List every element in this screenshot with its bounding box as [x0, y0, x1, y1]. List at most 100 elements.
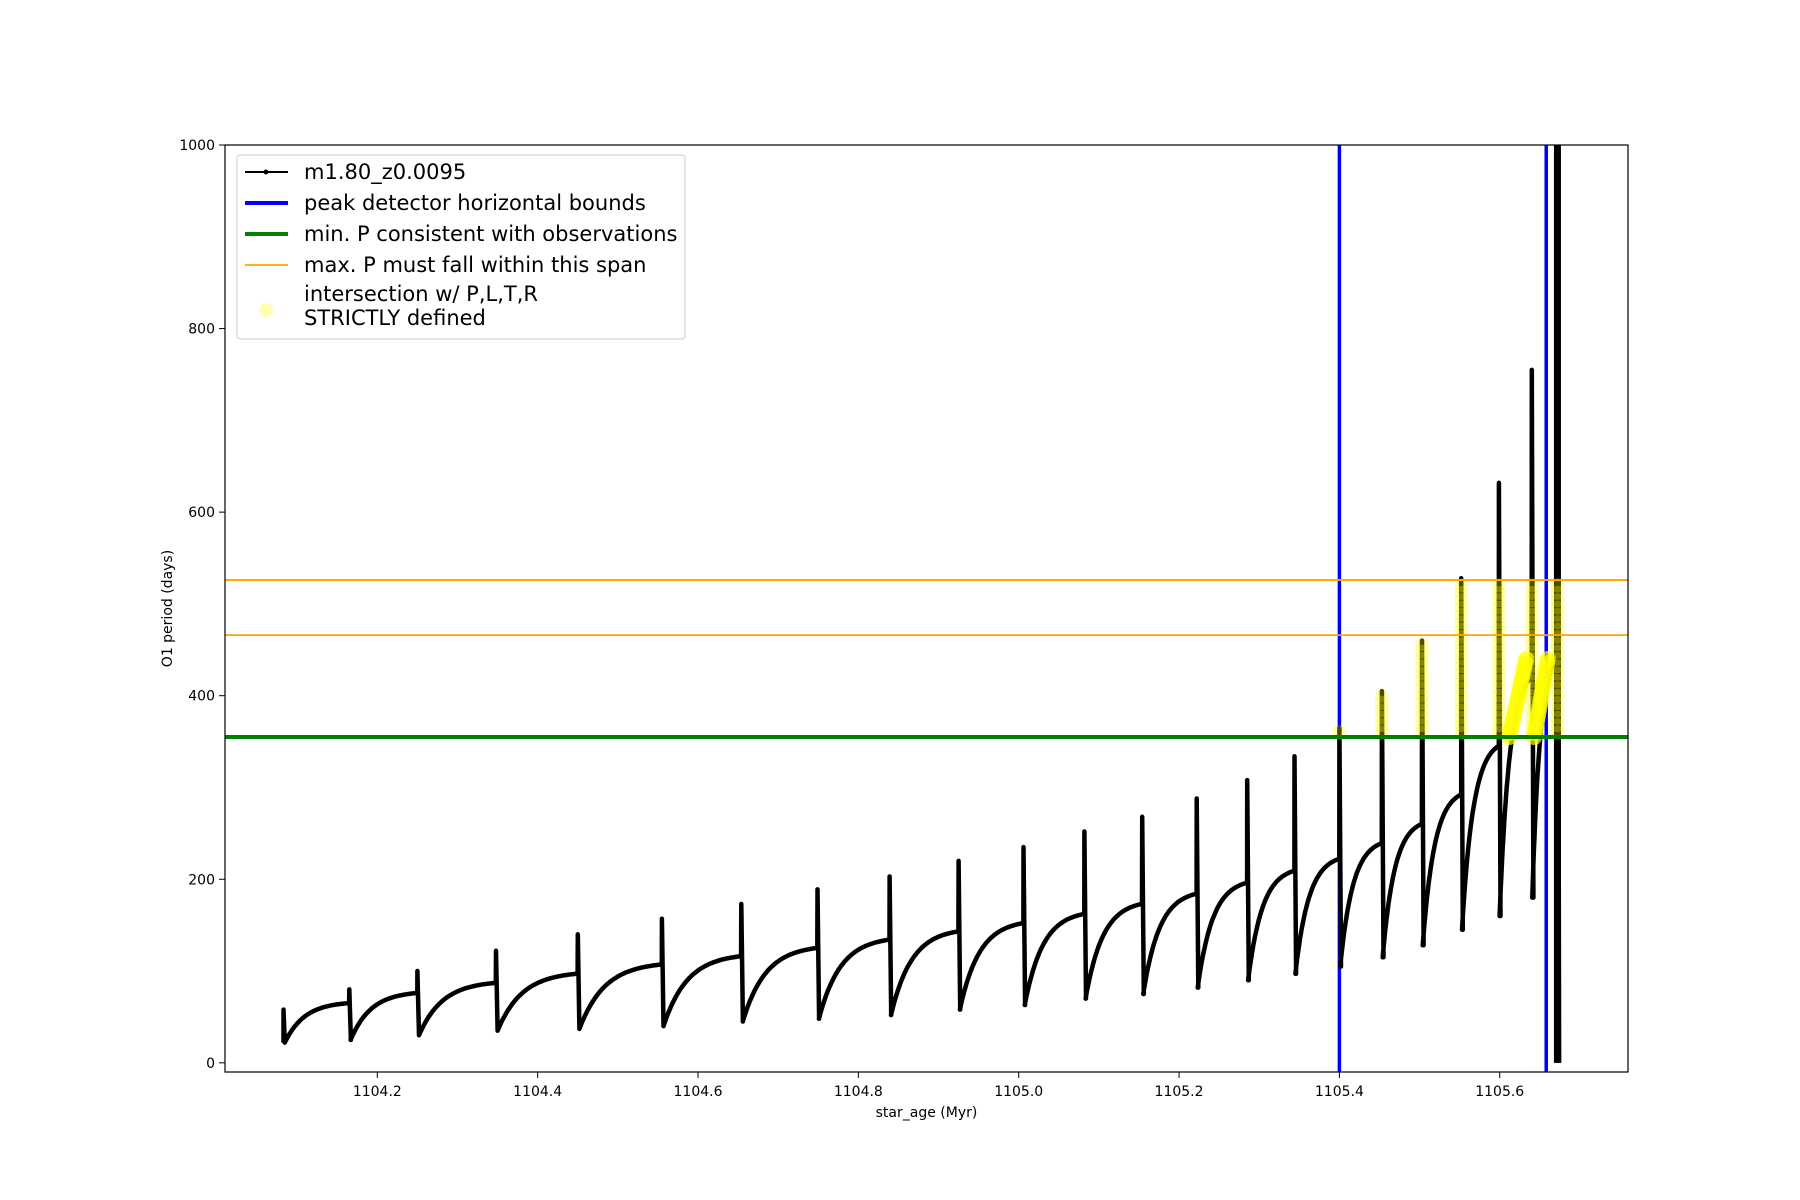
y-tick-label: 1000 — [179, 138, 215, 154]
intersection-marker — [1550, 674, 1565, 689]
plot-frame — [224, 144, 1629, 1073]
x-tick-label: 1104.6 — [674, 1084, 723, 1100]
intersection-marker — [1491, 696, 1506, 711]
y-tick-label: 800 — [188, 322, 215, 338]
legend-box — [236, 154, 686, 340]
y-tick-label: 200 — [188, 872, 215, 888]
intersection-marker — [1414, 710, 1429, 725]
intersection-marker — [1539, 650, 1556, 667]
intersection-marker — [1550, 696, 1565, 711]
intersection-marker — [1414, 674, 1429, 689]
legend-label-line2: STRICTLY defined — [304, 306, 486, 330]
intersection-marker — [1524, 578, 1539, 593]
intersection-marker — [1454, 644, 1469, 659]
plot-area — [225, 145, 1628, 1072]
series-line — [281, 145, 1562, 1063]
legend-label: min. P consistent with observations — [304, 222, 677, 246]
intersection-marker — [1454, 718, 1469, 733]
intersection-marker — [1414, 651, 1429, 666]
intersection-marker — [1550, 681, 1565, 696]
intersection-marker — [1491, 629, 1506, 644]
intersection-marker — [1414, 666, 1429, 681]
legend-label: intersection w/ P,L,T,R — [304, 282, 538, 306]
intersection-marker — [1491, 703, 1506, 718]
intersection-marker — [1414, 681, 1429, 696]
intersection-marker — [1454, 585, 1469, 600]
intersection-marker — [1550, 629, 1565, 644]
intersection-marker — [1491, 607, 1506, 622]
legend-item: max. P must fall within this span — [245, 253, 646, 277]
intersection-marker — [1454, 578, 1469, 593]
intersection-marker — [1454, 666, 1469, 681]
y-tick-label: 0 — [206, 1056, 215, 1072]
intersection-marker — [1550, 710, 1565, 725]
x-tick-label: 1105.2 — [1155, 1084, 1204, 1100]
intersection-marker — [1454, 600, 1469, 615]
intersection-marker — [1374, 710, 1389, 725]
legend-item: min. P consistent with observations — [245, 222, 677, 246]
intersection-marker — [1491, 651, 1506, 666]
intersection-marker — [1550, 718, 1565, 733]
intersection-marker — [1414, 637, 1429, 652]
intersection-marker — [1550, 637, 1565, 652]
intersection-marker — [1491, 622, 1506, 637]
intersection-marker — [1454, 637, 1469, 652]
intersection-marker — [1491, 637, 1506, 652]
legend-label: m1.80_z0.0095 — [304, 160, 466, 185]
intersection-marker — [1524, 637, 1539, 652]
intersection-marker — [1524, 629, 1539, 644]
intersection-marker — [1524, 622, 1539, 637]
intersection-marker — [1374, 703, 1389, 718]
legend-label: max. P must fall within this span — [304, 253, 646, 277]
intersection-markers — [1332, 578, 1565, 745]
intersection-marker — [1454, 629, 1469, 644]
intersection-marker — [1491, 615, 1506, 630]
y-axis: 0 200 400 600 800 1000 — [179, 138, 225, 1072]
legend-label: peak detector horizontal bounds — [304, 191, 646, 215]
intersection-marker — [1454, 696, 1469, 711]
intersection-marker — [1550, 615, 1565, 630]
intersection-marker — [1491, 585, 1506, 600]
legend-item: m1.80_z0.0095 — [245, 160, 466, 185]
intersection-marker — [1550, 593, 1565, 608]
legend-item: peak detector horizontal bounds — [245, 191, 646, 215]
intersection-marker — [1491, 710, 1506, 725]
intersection-marker — [1550, 666, 1565, 681]
intersection-marker — [1550, 703, 1565, 718]
intersection-marker — [1454, 703, 1469, 718]
x-axis: 1104.2 1104.4 1104.6 1104.8 1105.0 1105.2 1105… — [353, 1072, 1524, 1100]
intersection-marker — [1524, 607, 1539, 622]
intersection-marker — [1491, 593, 1506, 608]
intersection-marker — [1454, 622, 1469, 637]
intersection-marker — [1550, 622, 1565, 637]
intersection-marker — [1414, 644, 1429, 659]
intersection-marker — [1524, 615, 1539, 630]
intersection-marker — [1454, 681, 1469, 696]
intersection-marker — [1374, 688, 1389, 703]
intersection-marker — [1550, 607, 1565, 622]
intersection-marker — [1491, 600, 1506, 615]
legend-marker — [263, 169, 269, 175]
intersection-marker — [1414, 659, 1429, 674]
x-axis-title: star_age (Myr) — [876, 1105, 978, 1121]
intersection-marker — [1374, 718, 1389, 733]
intersection-marker — [1454, 607, 1469, 622]
x-tick-label: 1104.2 — [353, 1084, 402, 1100]
intersection-marker — [1491, 688, 1506, 703]
y-tick-label: 600 — [188, 505, 215, 521]
intersection-marker — [1414, 718, 1429, 733]
intersection-marker — [1491, 666, 1506, 681]
intersection-marker — [1454, 593, 1469, 608]
y-tick-label: 400 — [188, 689, 215, 705]
intersection-marker — [1524, 593, 1539, 608]
intersection-marker — [1550, 585, 1565, 600]
intersection-marker — [1414, 688, 1429, 703]
x-tick-label: 1104.8 — [834, 1084, 883, 1100]
intersection-marker — [1524, 600, 1539, 615]
intersection-marker — [1454, 615, 1469, 630]
legend-marker — [259, 303, 273, 317]
intersection-marker — [1491, 674, 1506, 689]
y-axis-title: O1 period (days) — [160, 550, 176, 667]
intersection-marker — [1454, 659, 1469, 674]
